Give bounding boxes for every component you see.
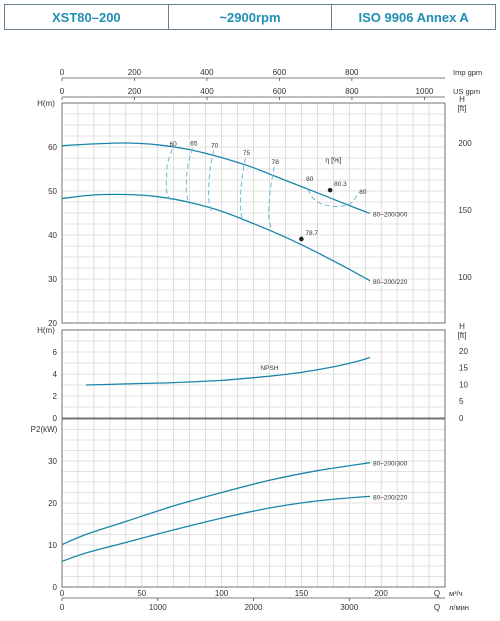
bep-point (299, 236, 304, 242)
efficiency-label: 65 (190, 140, 198, 147)
bep-label: 80.3 (334, 181, 347, 188)
bottom-axis-m3h-tick-label: 0 (60, 589, 65, 598)
header-table: XST80–200 ~2900rpm ISO 9906 Annex A (4, 4, 496, 30)
npsh-right-tick-label: 10 (459, 380, 468, 389)
npsh-right-tick-label: 0 (459, 414, 464, 423)
panel-frame (61, 102, 446, 324)
top-axis-tick-label: 800 (345, 87, 359, 96)
right-tick-label: 200 (458, 139, 472, 148)
efficiency-axis-label: η [%] (325, 157, 341, 164)
efficiency-label: 78 (272, 159, 280, 166)
power-y-tick-label: 30 (48, 457, 57, 466)
efficiency-label-80-right: 80 (359, 189, 367, 196)
y-tick-label: 20 (48, 319, 57, 328)
npsh-curve-line (85, 356, 371, 386)
efficiency-line (165, 149, 173, 200)
panel-frame (61, 418, 446, 588)
power-y-tick-label: 10 (48, 541, 57, 550)
power-y-tick-label: 0 (53, 583, 58, 592)
right-tick-label: 150 (458, 206, 472, 215)
bottom-axis-q-label-2: Q (434, 603, 440, 612)
top-axis-tick-label: 0 (60, 87, 65, 96)
standard-cell: ISO 9906 Annex A (358, 9, 469, 25)
npsh-y-tick-label: 6 (53, 348, 58, 357)
bep-label: 78.7 (305, 230, 318, 237)
efficiency-line (240, 157, 246, 222)
efficiency-loop-80 (307, 188, 360, 207)
top-axis-tick-label: 600 (273, 68, 287, 77)
top-axis-tick-label: 400 (200, 68, 214, 77)
bottom-axis-lmin-tick-label: 0 (60, 603, 65, 612)
power-curve-line (61, 495, 371, 563)
bottom-axis-m3h-tick-label: 50 (137, 589, 146, 598)
bottom-axis-lmin-tick-label: 1000 (149, 603, 167, 612)
efficiency-line (268, 166, 275, 229)
top-axis-unit-label: US gpm (453, 87, 480, 96)
npsh-right-axis-unit: [ft] (458, 331, 467, 340)
top-axis-tick-label: 800 (345, 68, 359, 77)
bottom-axis-lmin-tick-label: 2000 (245, 603, 263, 612)
right-axis-label: H (459, 95, 465, 104)
efficiency-label: 60 (169, 141, 177, 148)
y-tick-label: 50 (48, 187, 57, 196)
top-axis-tick-label: 0 (60, 68, 65, 77)
y-tick-label: 60 (48, 143, 57, 152)
head-curve-line (61, 193, 371, 282)
top-axis-tick-label: 200 (128, 87, 142, 96)
efficiency-label: 75 (243, 150, 251, 157)
top-axis-tick-label: 200 (128, 68, 142, 77)
efficiency-label-80: 80 (306, 176, 314, 183)
head-curve-label: 80–200/300 (373, 211, 408, 218)
bottom-axis-lmin-tick-label: 3000 (340, 603, 358, 612)
npsh-y-tick-label: 0 (53, 414, 58, 423)
right-axis-unit: [ft] (458, 104, 467, 113)
y-tick-label: 40 (48, 231, 57, 240)
head-curve-line (61, 142, 371, 215)
panel-frame (61, 329, 446, 419)
bottom-axis-m3h-tick-label: 150 (295, 589, 309, 598)
bottom-axis-lmin-unit: л/мин (449, 603, 469, 612)
npsh-curve-label: NPSH (260, 365, 278, 372)
bottom-axis-m3h-unit: м³/ч (449, 589, 463, 598)
top-axis-tick-label: 1000 (416, 87, 434, 96)
npsh-y-axis-label: H(m) (37, 326, 55, 335)
bottom-axis-m3h-tick-label: 100 (215, 589, 229, 598)
npsh-y-tick-label: 4 (53, 370, 58, 379)
top-axis-tick-label: 600 (273, 87, 287, 96)
bep-point (327, 187, 333, 193)
power-curve-label: 80–200/220 (373, 494, 408, 501)
bottom-axis-q-label: Q (434, 589, 440, 598)
y-axis-label: H(m) (37, 99, 55, 108)
npsh-right-tick-label: 20 (459, 347, 468, 356)
power-y-tick-label: 20 (48, 499, 57, 508)
power-curve-label: 80–200/300 (373, 461, 408, 468)
right-tick-label: 100 (458, 273, 472, 282)
bottom-axis-m3h-tick-label: 200 (374, 589, 388, 598)
efficiency-line (208, 150, 215, 211)
power-curve-line (61, 462, 371, 546)
npsh-right-tick-label: 15 (459, 364, 468, 373)
top-axis-tick-label: 400 (200, 87, 214, 96)
top-axis-unit-label: Imp gpm (453, 68, 482, 77)
efficiency-label: 70 (211, 143, 219, 150)
npsh-right-tick-label: 5 (459, 397, 464, 406)
y-tick-label: 30 (48, 275, 57, 284)
head-curve-label: 80–200/220 (373, 279, 408, 286)
npsh-right-axis-label: H (459, 322, 465, 331)
power-y-axis-label: P2(kW) (31, 425, 58, 434)
efficiency-line (185, 148, 194, 205)
speed-cell: ~2900rpm (169, 5, 333, 29)
model-cell: XST80–200 (5, 5, 169, 29)
npsh-y-tick-label: 2 (53, 392, 58, 401)
